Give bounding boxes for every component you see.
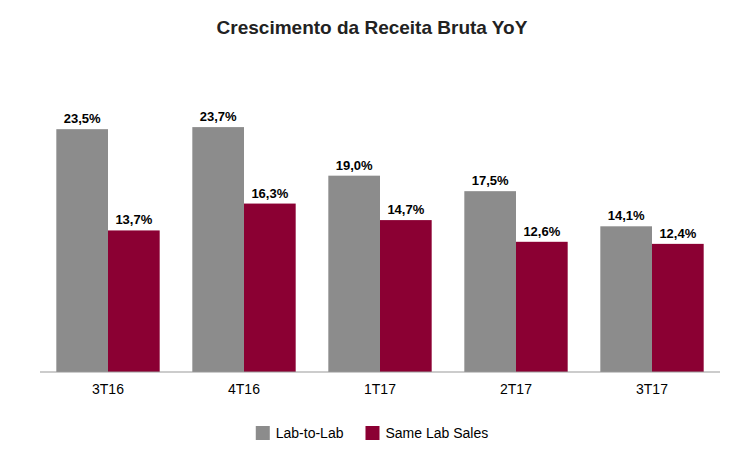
bar <box>516 242 568 372</box>
bar <box>244 204 296 372</box>
data-label: 14,7% <box>387 202 424 217</box>
bars <box>56 127 703 372</box>
chart: Crescimento da Receita Bruta YoY23,5%23,… <box>0 0 744 461</box>
data-label: 14,1% <box>608 208 645 223</box>
title: Crescimento da Receita Bruta YoY <box>217 17 528 38</box>
x-axis-line <box>40 372 720 373</box>
background <box>0 0 744 461</box>
data-label: 12,4% <box>659 226 696 241</box>
legend-swatch <box>365 426 379 440</box>
chart-container: Crescimento da Receita Bruta YoY23,5%23,… <box>0 0 744 461</box>
legend-label: Same Lab Sales <box>385 425 488 441</box>
x-tick-label: 1T17 <box>364 381 396 397</box>
bar <box>380 220 432 372</box>
legend-label: Lab-to-Lab <box>276 425 344 441</box>
legend: Lab-to-Lab Same Lab Sales <box>256 425 488 441</box>
x-tick-label: 3T16 <box>92 381 124 397</box>
data-label: 13,7% <box>115 212 152 227</box>
bar <box>56 129 108 372</box>
bar <box>108 230 160 372</box>
data-label: 23,7% <box>200 109 237 124</box>
bar <box>192 127 244 372</box>
bar <box>464 191 516 372</box>
legend-swatch <box>256 426 270 440</box>
data-label: 16,3% <box>251 186 288 201</box>
x-tick-label: 2T17 <box>500 381 532 397</box>
data-label: 17,5% <box>472 173 509 188</box>
bar <box>328 176 380 372</box>
x-tick-label: 4T16 <box>228 381 260 397</box>
bar <box>600 226 652 372</box>
bar <box>652 244 704 372</box>
data-label: 19,0% <box>336 158 373 173</box>
data-label: 23,5% <box>64 111 101 126</box>
data-labels: 23,5% 23,7% 19,0% 17,5% 14,1% 13,7% 16,3% 14,7%… <box>64 109 697 241</box>
data-label: 12,6% <box>523 224 560 239</box>
x-tick-label: 3T17 <box>636 381 668 397</box>
